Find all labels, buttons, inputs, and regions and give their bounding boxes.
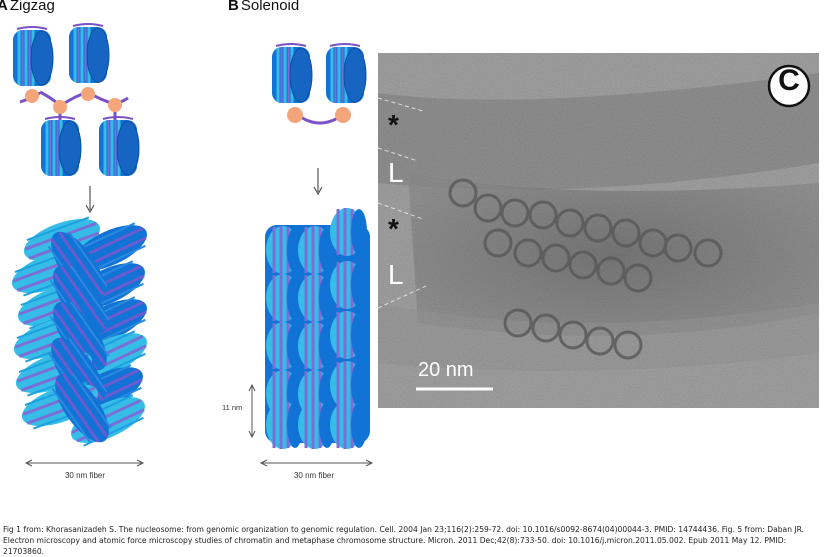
figure-caption: Fig 1 from: Khorasanizadeh S. The nucleo… (3, 524, 829, 557)
solenoid-fiber (264, 206, 370, 451)
zigzag-schematic (5, 22, 155, 467)
solenoid-arrow (313, 168, 323, 196)
solenoid-height-arrow (248, 383, 256, 439)
marker-linker-top: L (388, 157, 404, 188)
zigzag-fiber-label: 30 nm fiber (64, 471, 106, 480)
caption-line-2: Electron microscopy and atomic force mic… (3, 536, 787, 556)
panel-a-title: Zigzag (9, 0, 55, 14)
zigzag-fiber (5, 208, 155, 454)
solenoid-height-label: 11 nm (222, 403, 243, 412)
scale-bar-label: 20 nm (418, 359, 474, 381)
solenoid-schematic (248, 42, 374, 467)
panel-c-badge: C (778, 64, 800, 97)
solenoid-fiber-label: 30 nm fiber (293, 471, 335, 480)
solenoid-width-arrow (259, 459, 374, 467)
panel-a-letter: A (0, 0, 8, 14)
panel-b-letter: B (228, 0, 239, 14)
marker-linker-bottom: L (388, 259, 404, 290)
zigzag-arrow (85, 186, 95, 214)
electron-micrograph: C * L * L 20 nm (378, 53, 819, 408)
solenoid-top-unit (270, 42, 368, 125)
panel-a-label: A Zigzag (0, 0, 55, 14)
marker-asterisk-top: * (388, 109, 399, 140)
panel-b-label: B Solenoid (228, 0, 299, 14)
zigzag-top-unit (11, 22, 141, 178)
marker-asterisk-bottom: * (388, 213, 399, 244)
zigzag-width-arrow (24, 459, 145, 467)
caption-line-1: Fig 1 from: Khorasanizadeh S. The nucleo… (3, 525, 805, 534)
micrograph-image (378, 53, 819, 408)
panel-b-title: Solenoid (240, 0, 300, 14)
